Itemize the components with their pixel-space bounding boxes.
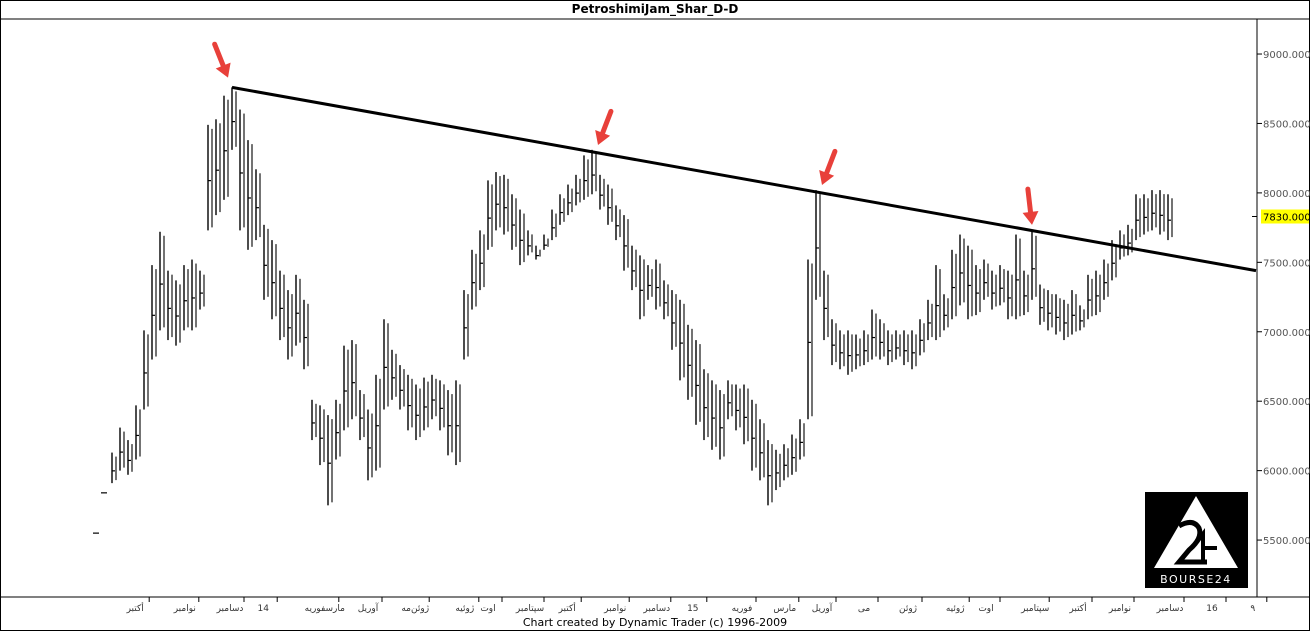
y-tick-label: 6500.0000 [1263,397,1310,408]
x-tick-label: مارس [773,604,796,614]
logo-text: BOURSE24 [1160,573,1232,586]
x-tick-label: آوریل [812,602,833,614]
x-tick-label: سپتامبر [1020,604,1049,614]
x-tick-label: ژوئیه [455,604,474,614]
last-price-label: 7830.0000 [1263,212,1310,223]
x-axis: أکتبر نوامبر دسامبر 14 مارسفوریه آوریل ژوئن‌مه… [126,597,1268,614]
x-tick-label: 16 [1206,604,1218,614]
x-tick-label: دسامبر [216,604,244,614]
arrow-shaft [824,148,838,176]
red-arrow-icon [819,148,838,185]
x-tick-label: نوامبر [1108,604,1131,614]
x-tick-label: آوریل [358,602,379,614]
x-tick-label: ۹ [1250,604,1255,614]
y-tick-label: 6000.0000 [1263,467,1310,478]
x-tick-label: أکتبر [1068,602,1086,614]
arrow-shaft [212,41,226,69]
x-tick-label: 15 [687,604,698,614]
x-tick-label: می [858,604,871,614]
x-tick-label: 14 [257,604,269,614]
x-tick-label: مارسفوریه [305,604,346,614]
bourse24-logo: BOURSE24 [1145,492,1248,588]
resistance-trendline [231,85,1257,273]
x-tick-label: أکتبر [126,602,144,614]
arrow-shaft [1025,186,1034,215]
y-tick-label: 7000.0000 [1263,328,1310,339]
x-tick-label: ژوئیه [946,604,965,614]
red-arrow-icon [212,41,231,78]
x-tick-label: دسامبر [642,604,670,614]
arrow-shaft [600,108,614,136]
y-tick-label: 9000.0000 [1263,50,1310,61]
chart-title: PetroshimiJam_Shar_D-D [571,2,739,16]
x-tick-label: سپتامبر [515,604,544,614]
x-tick-label: ژوئن‌مه [401,604,429,614]
arrow-head [819,169,835,185]
y-tick-label: 8500.0000 [1263,119,1310,130]
y-tick-label: 5500.0000 [1263,536,1310,547]
x-tick-label: فوریه [732,604,753,614]
trendline-group [231,85,1257,273]
x-tick-label: اوت [480,604,495,614]
last-price-marker: 7830.0000 [1252,209,1310,224]
red-arrow-icon [1022,186,1039,225]
arrow-head [215,62,231,78]
price-bars [93,87,1173,534]
annotation-arrows [212,41,1039,225]
x-tick-label: اوت [978,604,993,614]
x-tick-label: نوامبر [173,604,196,614]
y-tick-label: 7500.0000 [1263,258,1310,269]
red-arrow-icon [595,108,614,145]
x-tick-label: نوامبر [603,604,626,614]
x-tick-label: دسامبر [1156,604,1184,614]
chart-footer: Chart created by Dynamic Trader (c) 1996… [522,616,788,629]
arrow-head [1022,211,1039,225]
arrow-head [595,129,611,145]
y-axis: 5500.0000 6000.0000 6500.0000 7000.0000 7500… [1257,50,1310,547]
y-tick-label: 8000.0000 [1263,189,1310,200]
last-price-badge [1261,209,1309,224]
x-tick-label: ژوئن [899,604,917,614]
x-tick-label: أکتبر [558,602,576,614]
